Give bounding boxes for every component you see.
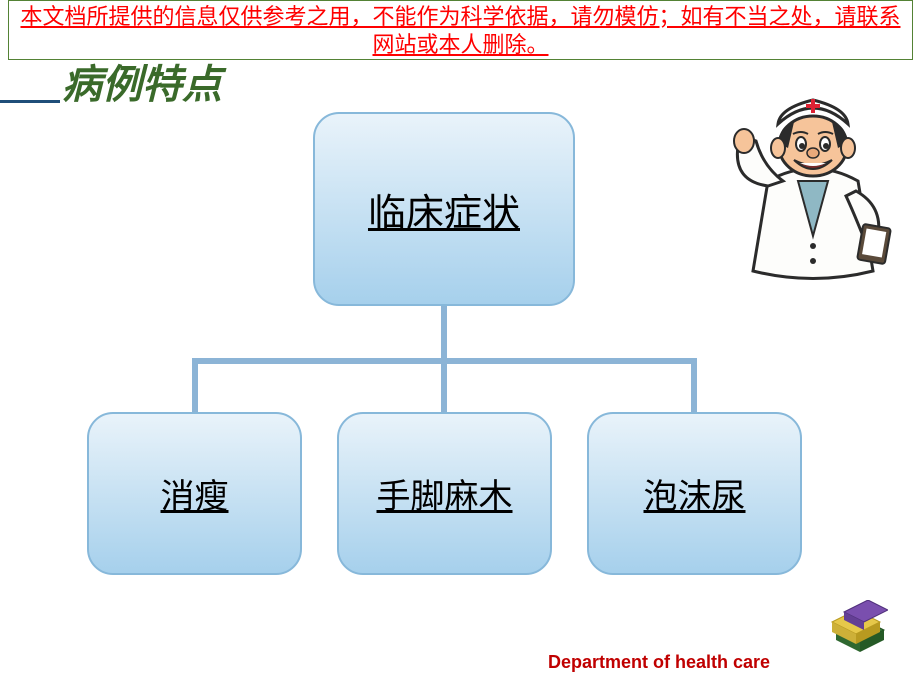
title-underline: [0, 100, 60, 103]
warning-text: 本文档所提供的信息仅供参考之用，不能作为科学依据，请勿模仿；如有不当之处，请联系…: [20, 4, 900, 57]
connector-drop-right: [691, 358, 697, 414]
warning-banner: 本文档所提供的信息仅供参考之用，不能作为科学依据，请勿模仿；如有不当之处，请联系…: [8, 0, 913, 60]
node-child-1-label: 手脚麻木: [377, 469, 513, 518]
node-child-2: 泡沫尿: [587, 412, 802, 575]
connector-drop-mid: [441, 361, 447, 414]
node-child-0: 消瘦: [87, 412, 302, 575]
node-root-label: 临床症状: [368, 182, 520, 237]
node-child-0-label: 消瘦: [161, 469, 229, 518]
node-child-2-label: 泡沫尿: [644, 469, 746, 518]
connector-drop-left: [192, 358, 198, 414]
page-title: 病例特点: [62, 52, 222, 110]
footer-text: Department of health care: [548, 652, 770, 673]
books-icon: [830, 600, 888, 652]
doctor-icon: [728, 86, 898, 286]
connector-root-stem: [441, 306, 447, 361]
node-root: 临床症状: [313, 112, 575, 306]
node-child-1: 手脚麻木: [337, 412, 552, 575]
